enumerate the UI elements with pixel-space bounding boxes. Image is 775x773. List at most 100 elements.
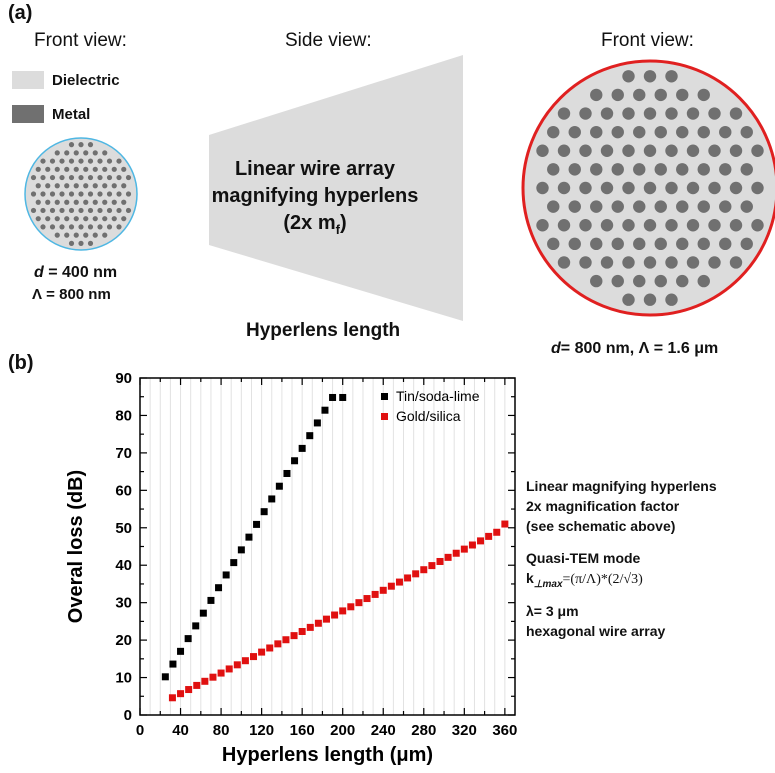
large-array-wire <box>708 107 721 120</box>
small-array-wire <box>87 174 94 181</box>
small-array-wire <box>49 174 56 181</box>
small-array-wire <box>106 158 113 164</box>
small-array-wire <box>64 150 70 156</box>
point-gold-silica <box>436 557 444 565</box>
small-array-wire <box>87 142 94 148</box>
large-array-wire <box>686 144 700 157</box>
small-array-wire <box>116 158 122 164</box>
large-array-wire <box>708 181 721 195</box>
small-array-wire <box>68 207 75 214</box>
point-gold-silica <box>266 644 274 652</box>
small-array-wire <box>35 183 41 189</box>
large-array-wire <box>654 274 667 288</box>
large-array-wire <box>740 237 753 251</box>
small-array-wire <box>116 191 122 197</box>
large-array-wire <box>633 163 646 176</box>
point-tin-soda-lime <box>313 419 321 427</box>
large-array-wire <box>611 88 624 102</box>
point-gold-silica <box>460 545 468 553</box>
point-gold-silica <box>379 586 387 594</box>
point-gold-silica <box>258 648 266 656</box>
small-array-wire <box>92 232 98 238</box>
large-array-wire <box>729 219 743 232</box>
large-array-wire <box>643 219 657 232</box>
point-gold-silica <box>201 677 209 685</box>
small-array-wire <box>121 166 127 172</box>
y-tick-label: 20 <box>115 632 132 649</box>
large-array-wire <box>568 200 581 213</box>
note-line4: Quasi-TEM mode <box>526 550 641 566</box>
large-array-wire <box>590 125 603 139</box>
point-tin-soda-lime <box>184 635 192 643</box>
large-array-dims-value: = 800 nm, Λ = 1.6 μm <box>560 340 719 357</box>
point-gold-silica <box>501 520 509 528</box>
x-tick-label: 160 <box>290 722 315 739</box>
x-tick-label: 360 <box>492 722 517 739</box>
large-array-wire <box>547 200 560 213</box>
small-array-wire <box>102 166 108 172</box>
hyperlens-side-view <box>209 55 463 321</box>
small-array-wire <box>83 199 89 205</box>
large-array-wire <box>622 256 635 269</box>
small-array-wire <box>54 166 60 172</box>
point-gold-silica <box>420 566 428 574</box>
small-array-wire <box>49 191 56 197</box>
small-array-wire <box>54 199 60 205</box>
d-value: = 400 nm <box>43 264 118 281</box>
right-front-view-title: Front view: <box>601 30 694 51</box>
loss-chart: 0 40 80 120 160 200 240 280 320 360 0 10 20 30 40 50 60 7… <box>65 370 517 766</box>
point-gold-silica <box>168 694 176 702</box>
left-front-view-title: Front view: <box>34 30 127 51</box>
small-array-wire <box>125 174 132 181</box>
small-array-wire <box>111 183 117 189</box>
small-array-wire <box>97 174 103 181</box>
large-array-wire <box>708 144 721 157</box>
y-tick-label: 60 <box>115 482 132 499</box>
small-array-wire <box>59 224 65 230</box>
small-array-wire <box>78 191 84 197</box>
large-array-wire <box>665 293 678 306</box>
point-gold-silica <box>355 599 363 607</box>
large-array-wire <box>622 219 635 232</box>
small-array-wire <box>45 183 51 189</box>
large-array-wire <box>686 256 700 269</box>
small-array-wire <box>40 224 46 230</box>
large-array-wire <box>740 125 753 139</box>
small-array-wire <box>121 183 127 189</box>
small-array-wire <box>83 183 89 189</box>
large-array-wire <box>643 144 657 157</box>
small-array-wire <box>40 207 46 214</box>
legend-label: Gold/silica <box>396 408 461 424</box>
small-array-wire <box>40 158 46 164</box>
large-array-wire <box>547 237 560 251</box>
large-array-wire <box>633 237 646 251</box>
large-array-wire <box>557 219 571 232</box>
small-array-wire <box>125 207 132 214</box>
hyperlens-label-line1: Linear wire array <box>234 158 396 180</box>
point-gold-silica <box>241 657 249 665</box>
large-array-wire <box>751 144 764 157</box>
small-array-wire <box>73 183 79 189</box>
small-array-wire <box>68 158 75 164</box>
large-array-wire <box>600 256 614 269</box>
small-array-wire <box>73 150 79 156</box>
small-array-wire <box>83 166 89 172</box>
y-tick-label: 80 <box>115 407 132 424</box>
legend-marker <box>381 393 388 400</box>
large-array-wire <box>686 107 700 120</box>
large-array-wire <box>643 107 657 120</box>
x-tick-label: 240 <box>371 722 396 739</box>
point-tin-soda-lime <box>192 622 200 630</box>
small-array-wire <box>54 216 60 222</box>
y-tick-label: 70 <box>115 445 132 462</box>
chart-notes-box: Linear magnifying hyperlens 2x magnifica… <box>526 476 774 641</box>
large-array-wire <box>547 125 560 139</box>
point-tin-soda-lime <box>306 432 314 440</box>
point-gold-silica <box>485 532 493 540</box>
point-tin-soda-lime <box>283 469 291 477</box>
small-array-wire <box>73 199 79 205</box>
large-array-wire <box>708 219 721 232</box>
large-array-wire <box>719 200 732 213</box>
small-array-wire <box>87 158 94 164</box>
small-array-wire <box>125 191 132 197</box>
